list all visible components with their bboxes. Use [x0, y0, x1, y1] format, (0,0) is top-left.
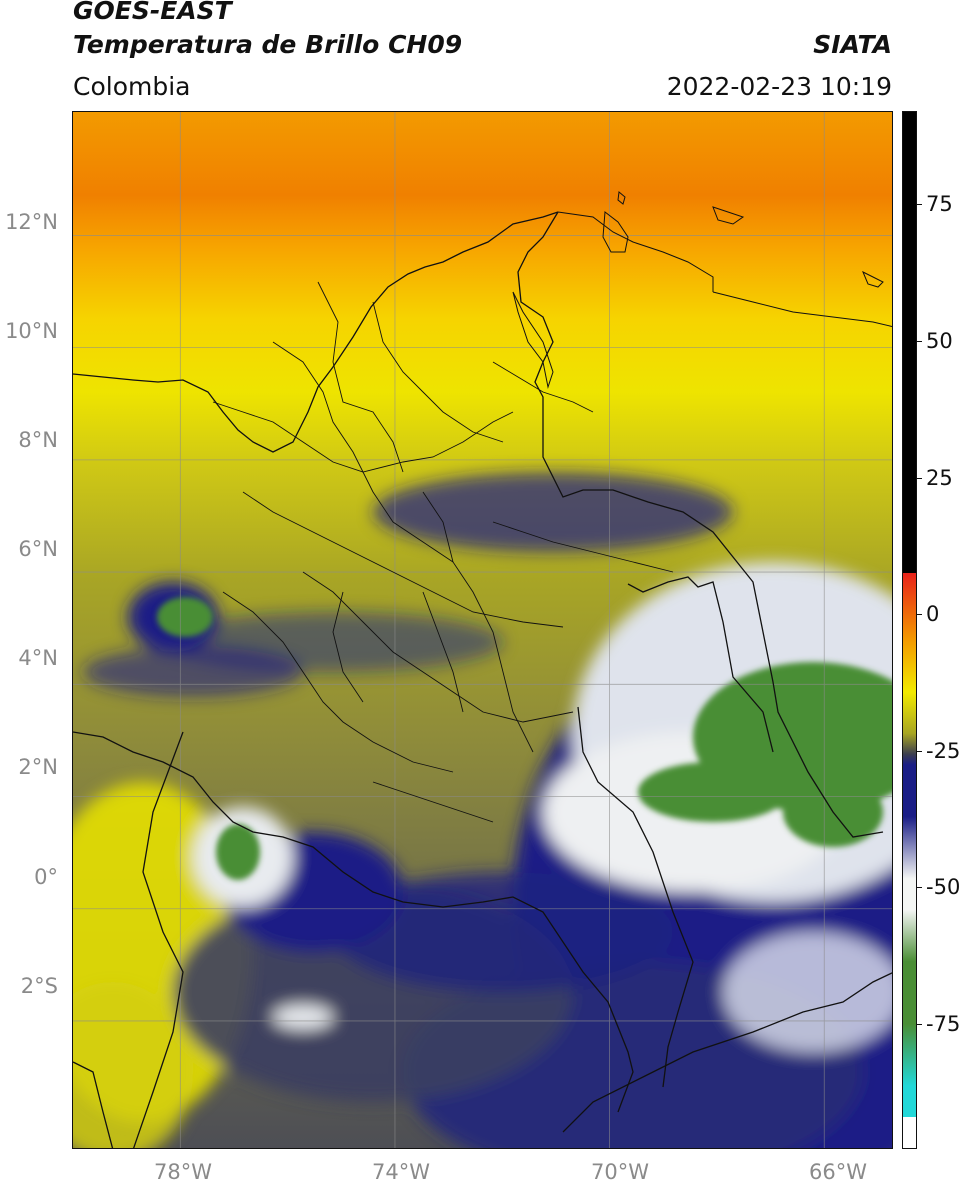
- lat-tick-12n: 12°N: [5, 210, 58, 234]
- country-borders: [73, 211, 892, 1148]
- lon-tick-74w: 74°W: [372, 1160, 430, 1184]
- cbar-tick: [916, 887, 922, 888]
- lat-tick-2s: 2°S: [20, 974, 58, 998]
- lat-tick-6n: 6°N: [18, 537, 58, 561]
- cbar-label-75: 75: [926, 192, 953, 216]
- organization-label: SIATA: [813, 30, 892, 59]
- department-borders: [212, 281, 674, 823]
- coastlines: [512, 191, 892, 389]
- lat-tick-8n: 8°N: [18, 428, 58, 452]
- lat-tick-2n: 2°N: [18, 755, 58, 779]
- cbar-label-neg25: -25: [926, 739, 961, 763]
- lon-tick-78w: 78°W: [154, 1160, 212, 1184]
- datetime-label: 2022-02-23 10:19: [666, 72, 892, 101]
- cbar-tick: [916, 614, 922, 615]
- cbar-tick: [916, 204, 922, 205]
- satellite-map: [72, 111, 893, 1149]
- region-label: Colombia: [73, 72, 191, 101]
- product-title: GOES-EAST: [73, 0, 232, 25]
- lat-tick-10n: 10°N: [5, 319, 58, 343]
- graticule: [73, 112, 892, 1148]
- cbar-tick: [916, 341, 922, 342]
- cbar-label-0: 0: [926, 602, 940, 626]
- channel-title: Temperatura de Brillo CH09: [73, 30, 463, 59]
- lon-tick-66w: 66°W: [809, 1160, 867, 1184]
- lat-tick-4n: 4°N: [18, 646, 58, 670]
- cbar-tick: [916, 751, 922, 752]
- cbar-label-50: 50: [926, 329, 953, 353]
- cbar-tick: [916, 1024, 922, 1025]
- cbar-label-neg50: -50: [926, 875, 961, 899]
- cbar-label-neg75: -75: [926, 1012, 961, 1036]
- lat-tick-0: 0°: [34, 865, 58, 889]
- colorbar: [902, 111, 917, 1149]
- lon-tick-70w: 70°W: [591, 1160, 649, 1184]
- cbar-tick: [916, 478, 922, 479]
- cbar-label-25: 25: [926, 466, 953, 490]
